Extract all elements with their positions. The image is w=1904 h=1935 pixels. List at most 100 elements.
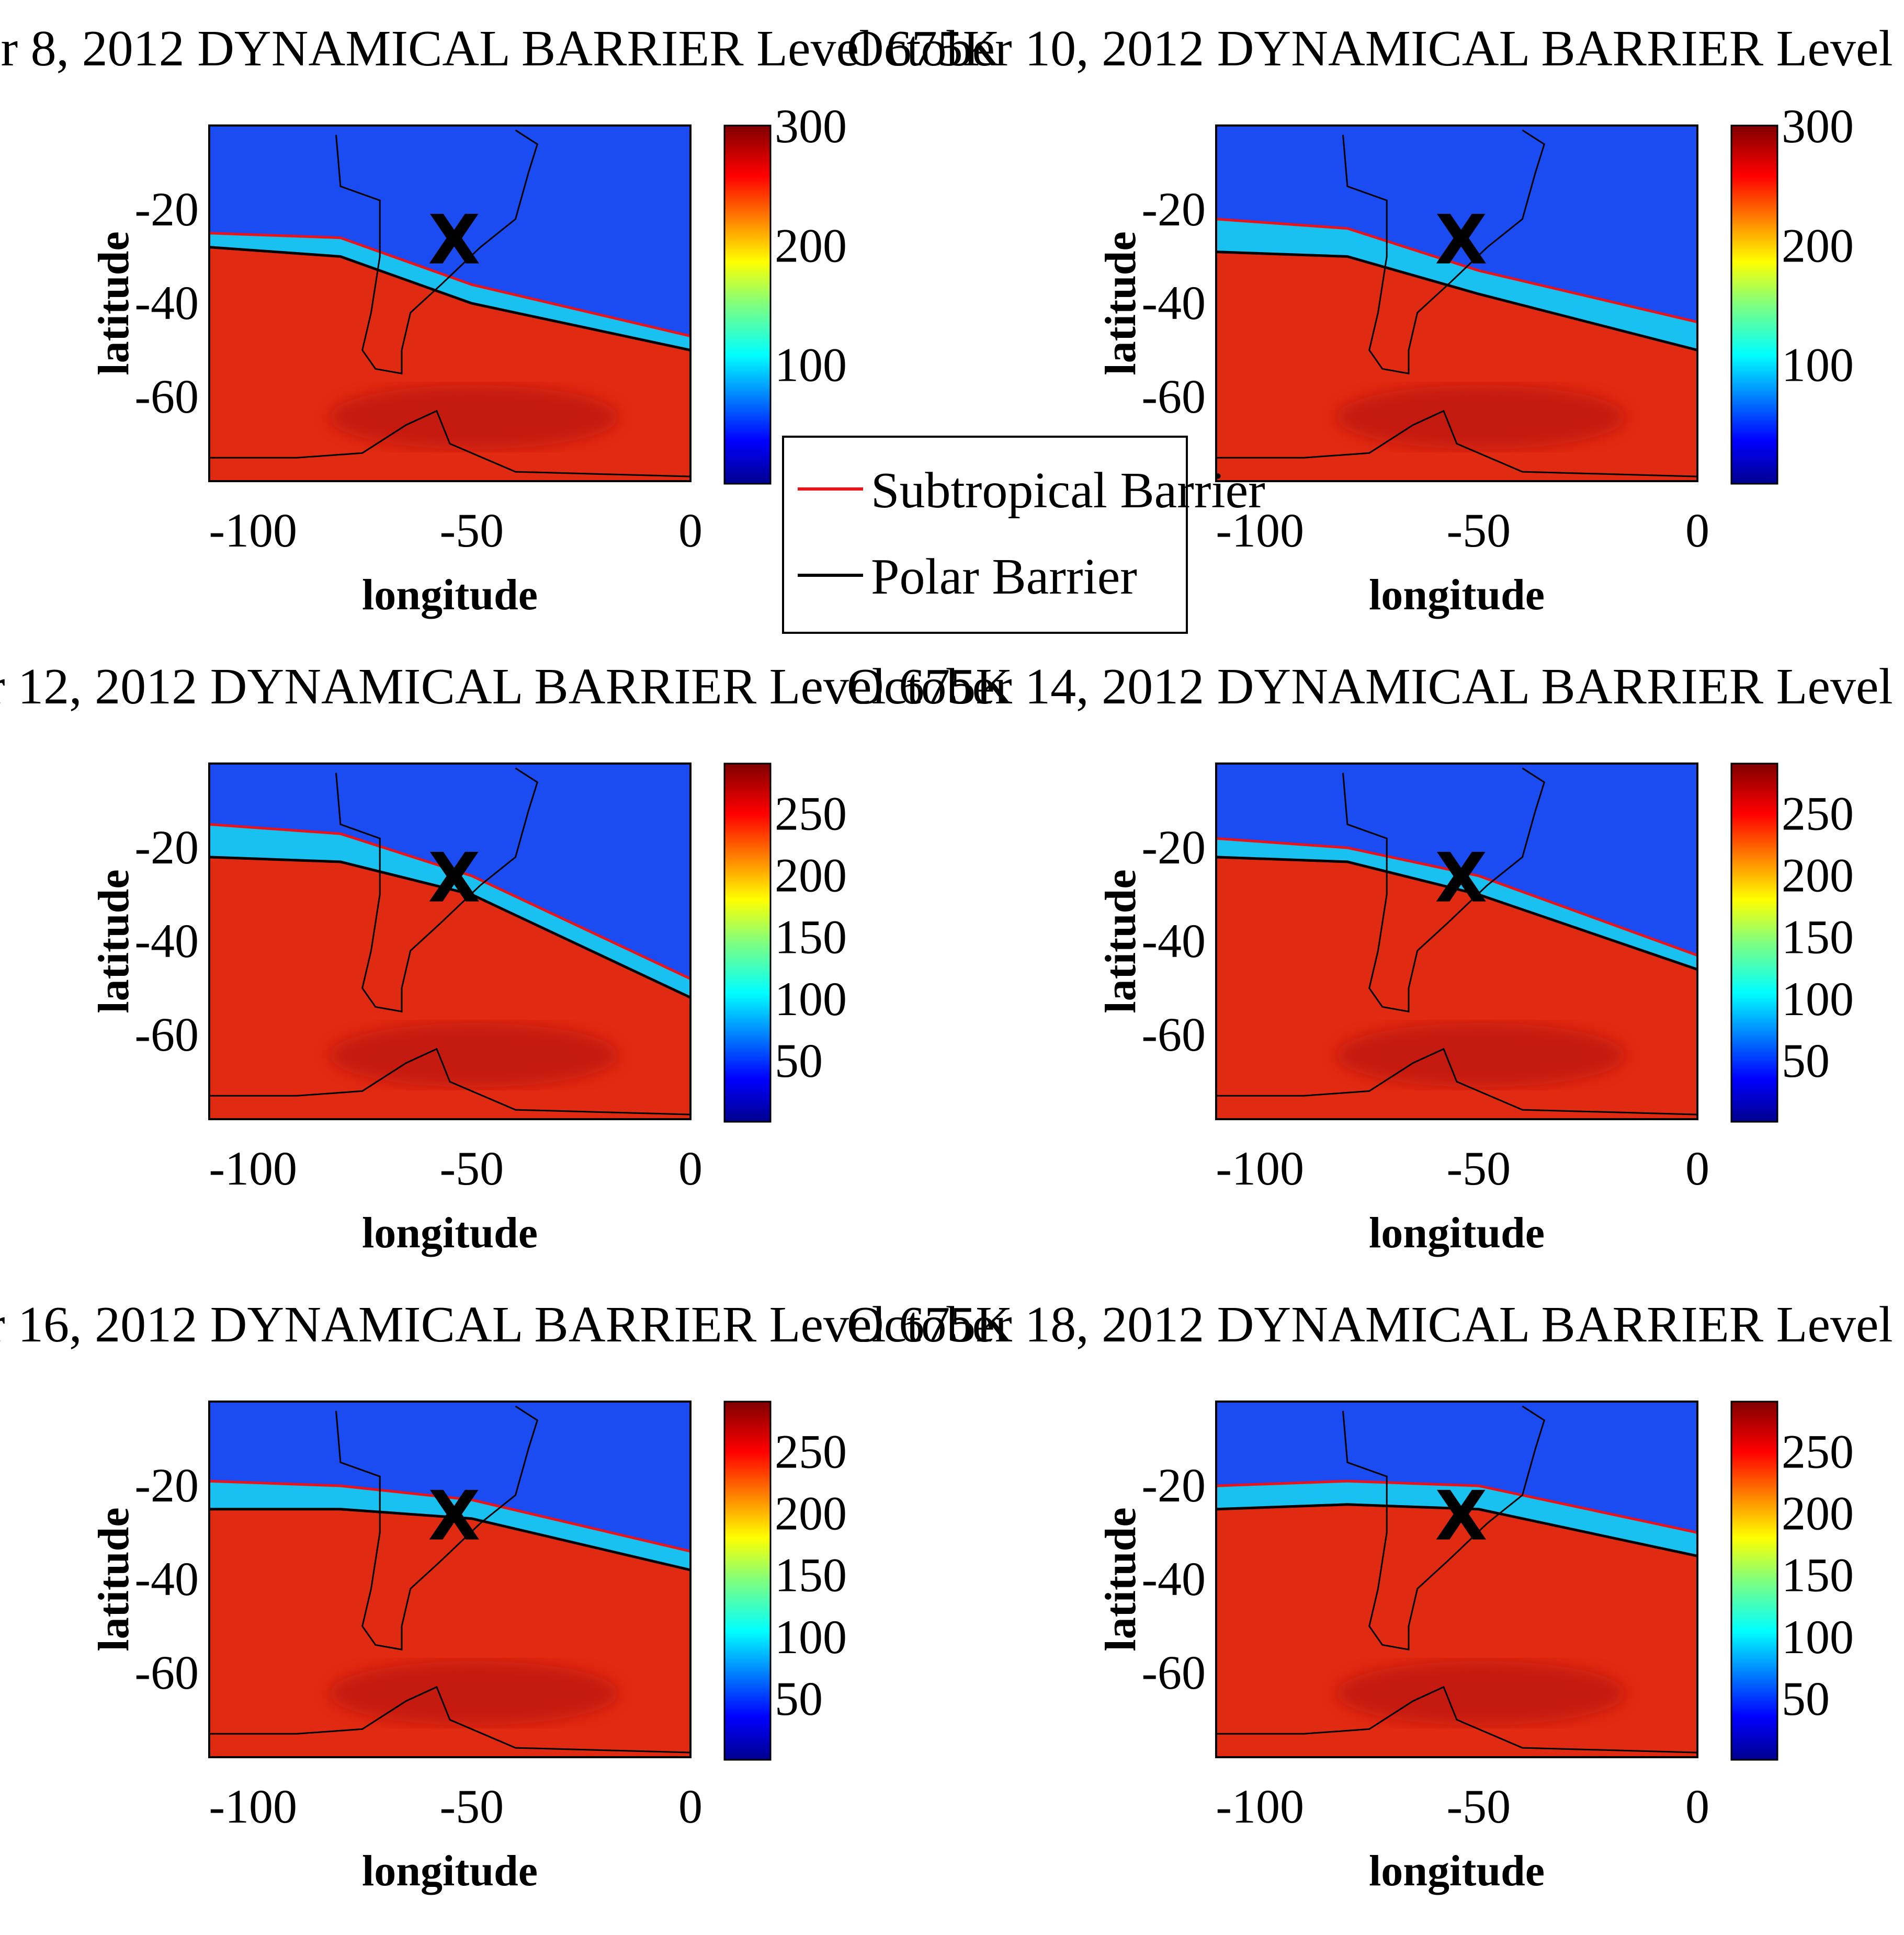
- colorbar-tick-label: 300: [775, 99, 847, 153]
- colorbar-tick-label: 200: [775, 849, 847, 902]
- antarctic-coastline: [209, 1048, 690, 1116]
- colorbar-tick-label: 200: [775, 219, 847, 272]
- panel-6: October 18, 2012 DYNAMICAL BARRIER Level…: [847, 1296, 1904, 1895]
- location-marker: X: [428, 200, 480, 280]
- plot-area: X: [209, 1402, 690, 1757]
- x-tick-label: -50: [439, 504, 504, 557]
- location-marker: X: [1435, 1476, 1487, 1556]
- plot-area: X: [1216, 126, 1697, 481]
- colorbar-tick-label: 100: [1782, 1610, 1854, 1664]
- coastline: [335, 129, 539, 374]
- x-tick-label: -100: [209, 1780, 297, 1833]
- field-high-core: [1336, 1661, 1625, 1725]
- field-mid-band: [1216, 219, 1697, 350]
- y-tick-label: -20: [1141, 821, 1206, 874]
- y-tick-label: -60: [1141, 370, 1206, 423]
- panel-2: October 10, 2012 DYNAMICAL BARRIER Level…: [847, 20, 1904, 619]
- x-tick-label: -100: [1216, 1142, 1304, 1195]
- x-tick-label: -100: [1216, 504, 1304, 557]
- panel-3: October 12, 2012 DYNAMICAL BARRIER Level…: [0, 658, 1013, 1257]
- y-tick-label: -40: [134, 1552, 199, 1606]
- subtropical-barrier-line: [1216, 218, 1697, 324]
- x-axis-label: longitude: [1369, 1209, 1545, 1257]
- colorbar: [1730, 762, 1778, 1123]
- coastline: [335, 767, 539, 1012]
- colorbar-tick-label: 100: [1782, 338, 1854, 392]
- colorbar-tick-label: 250: [1782, 787, 1854, 840]
- y-axis-label: latitude: [89, 869, 138, 1013]
- colorbar: [1730, 124, 1778, 485]
- field-high-core: [330, 385, 618, 449]
- legend-box: [782, 436, 1188, 634]
- x-tick-label: 0: [1685, 1142, 1709, 1195]
- panel-title: October 12, 2012 DYNAMICAL BARRIER Level…: [0, 658, 1013, 715]
- colorbar-tick-label: 150: [775, 1549, 847, 1602]
- y-tick-label: -40: [134, 276, 199, 329]
- x-tick-label: 0: [1685, 1780, 1709, 1833]
- panel-title: October 10, 2012 DYNAMICAL BARRIER Level…: [847, 20, 1904, 77]
- field-mid-band: [1216, 838, 1697, 970]
- field-mid-band: [209, 824, 690, 998]
- colorbar-tick-label: 150: [1782, 910, 1854, 964]
- field-high-core: [330, 1023, 618, 1087]
- panels: October 8, 2012 DYNAMICAL BARRIER Level …: [0, 20, 1904, 1895]
- colorbar: [723, 762, 772, 1123]
- x-tick-label: 0: [678, 1142, 702, 1195]
- polar-barrier-line: [1216, 1503, 1697, 1557]
- y-axis-label: latitude: [1096, 869, 1145, 1013]
- colorbar-tick-label: 50: [775, 1672, 823, 1725]
- plot-frame: [208, 1401, 692, 1758]
- x-axis-label: longitude: [362, 571, 538, 619]
- legend-label-subtropical: Subtropical Barrier: [871, 462, 1265, 519]
- x-tick-label: 0: [1685, 504, 1709, 557]
- polar-barrier-line: [209, 246, 690, 351]
- x-tick-label: 0: [678, 504, 702, 557]
- colorbar-tick-label: 200: [775, 1487, 847, 1540]
- antarctic-coastline: [1216, 409, 1697, 477]
- colorbar-tick-label: 50: [775, 1034, 823, 1087]
- panel-title: October 14, 2012 DYNAMICAL BARRIER Level…: [847, 658, 1904, 715]
- colorbar-tick-label: 150: [775, 910, 847, 964]
- field-mid-band: [1216, 1481, 1697, 1556]
- plot-frame: [1215, 124, 1698, 482]
- subtropical-barrier-line: [209, 823, 690, 980]
- x-axis-label: longitude: [1369, 571, 1545, 619]
- plot-frame: [208, 124, 692, 482]
- field-high-core: [1336, 385, 1625, 449]
- field-mid-band: [209, 1481, 690, 1570]
- coastline: [1342, 1405, 1546, 1651]
- location-marker: X: [1435, 200, 1487, 280]
- antarctic-coastline: [1216, 1686, 1697, 1754]
- plot-frame: [1215, 762, 1698, 1120]
- polar-barrier-line: [1216, 856, 1697, 971]
- x-tick-label: -100: [209, 504, 297, 557]
- y-tick-label: -40: [1141, 914, 1206, 968]
- y-tick-label: -40: [1141, 276, 1206, 329]
- plot-area: X: [209, 126, 690, 481]
- panel-5: October 16, 2012 DYNAMICAL BARRIER Level…: [0, 1296, 1013, 1895]
- panel-title: October 18, 2012 DYNAMICAL BARRIER Level…: [847, 1296, 1904, 1353]
- subtropical-barrier-line: [1216, 1479, 1697, 1534]
- plot-area: X: [209, 764, 690, 1119]
- colorbar-tick-label: 100: [775, 972, 847, 1026]
- plot-area: X: [1216, 1402, 1697, 1757]
- field-high-core: [1336, 1023, 1625, 1087]
- y-tick-label: -60: [134, 1646, 199, 1699]
- x-tick-label: -50: [439, 1142, 504, 1195]
- x-tick-label: -100: [209, 1142, 297, 1195]
- location-marker: X: [1435, 838, 1487, 918]
- plot-frame: [208, 762, 692, 1120]
- colorbar-tick-label: 250: [775, 1425, 847, 1478]
- colorbar-tick-label: 150: [1782, 1549, 1854, 1602]
- x-axis-label: longitude: [362, 1847, 538, 1895]
- antarctic-coastline: [1216, 1048, 1697, 1116]
- field-high-core: [330, 1661, 618, 1725]
- colorbar-tick-label: 250: [1782, 1425, 1854, 1478]
- field-mid-band: [209, 233, 690, 350]
- y-tick-label: -20: [1141, 183, 1206, 236]
- legend-label-polar: Polar Barrier: [871, 549, 1137, 605]
- coastline: [1342, 129, 1546, 374]
- y-axis-label: latitude: [89, 1507, 138, 1651]
- y-tick-label: -20: [134, 1459, 199, 1512]
